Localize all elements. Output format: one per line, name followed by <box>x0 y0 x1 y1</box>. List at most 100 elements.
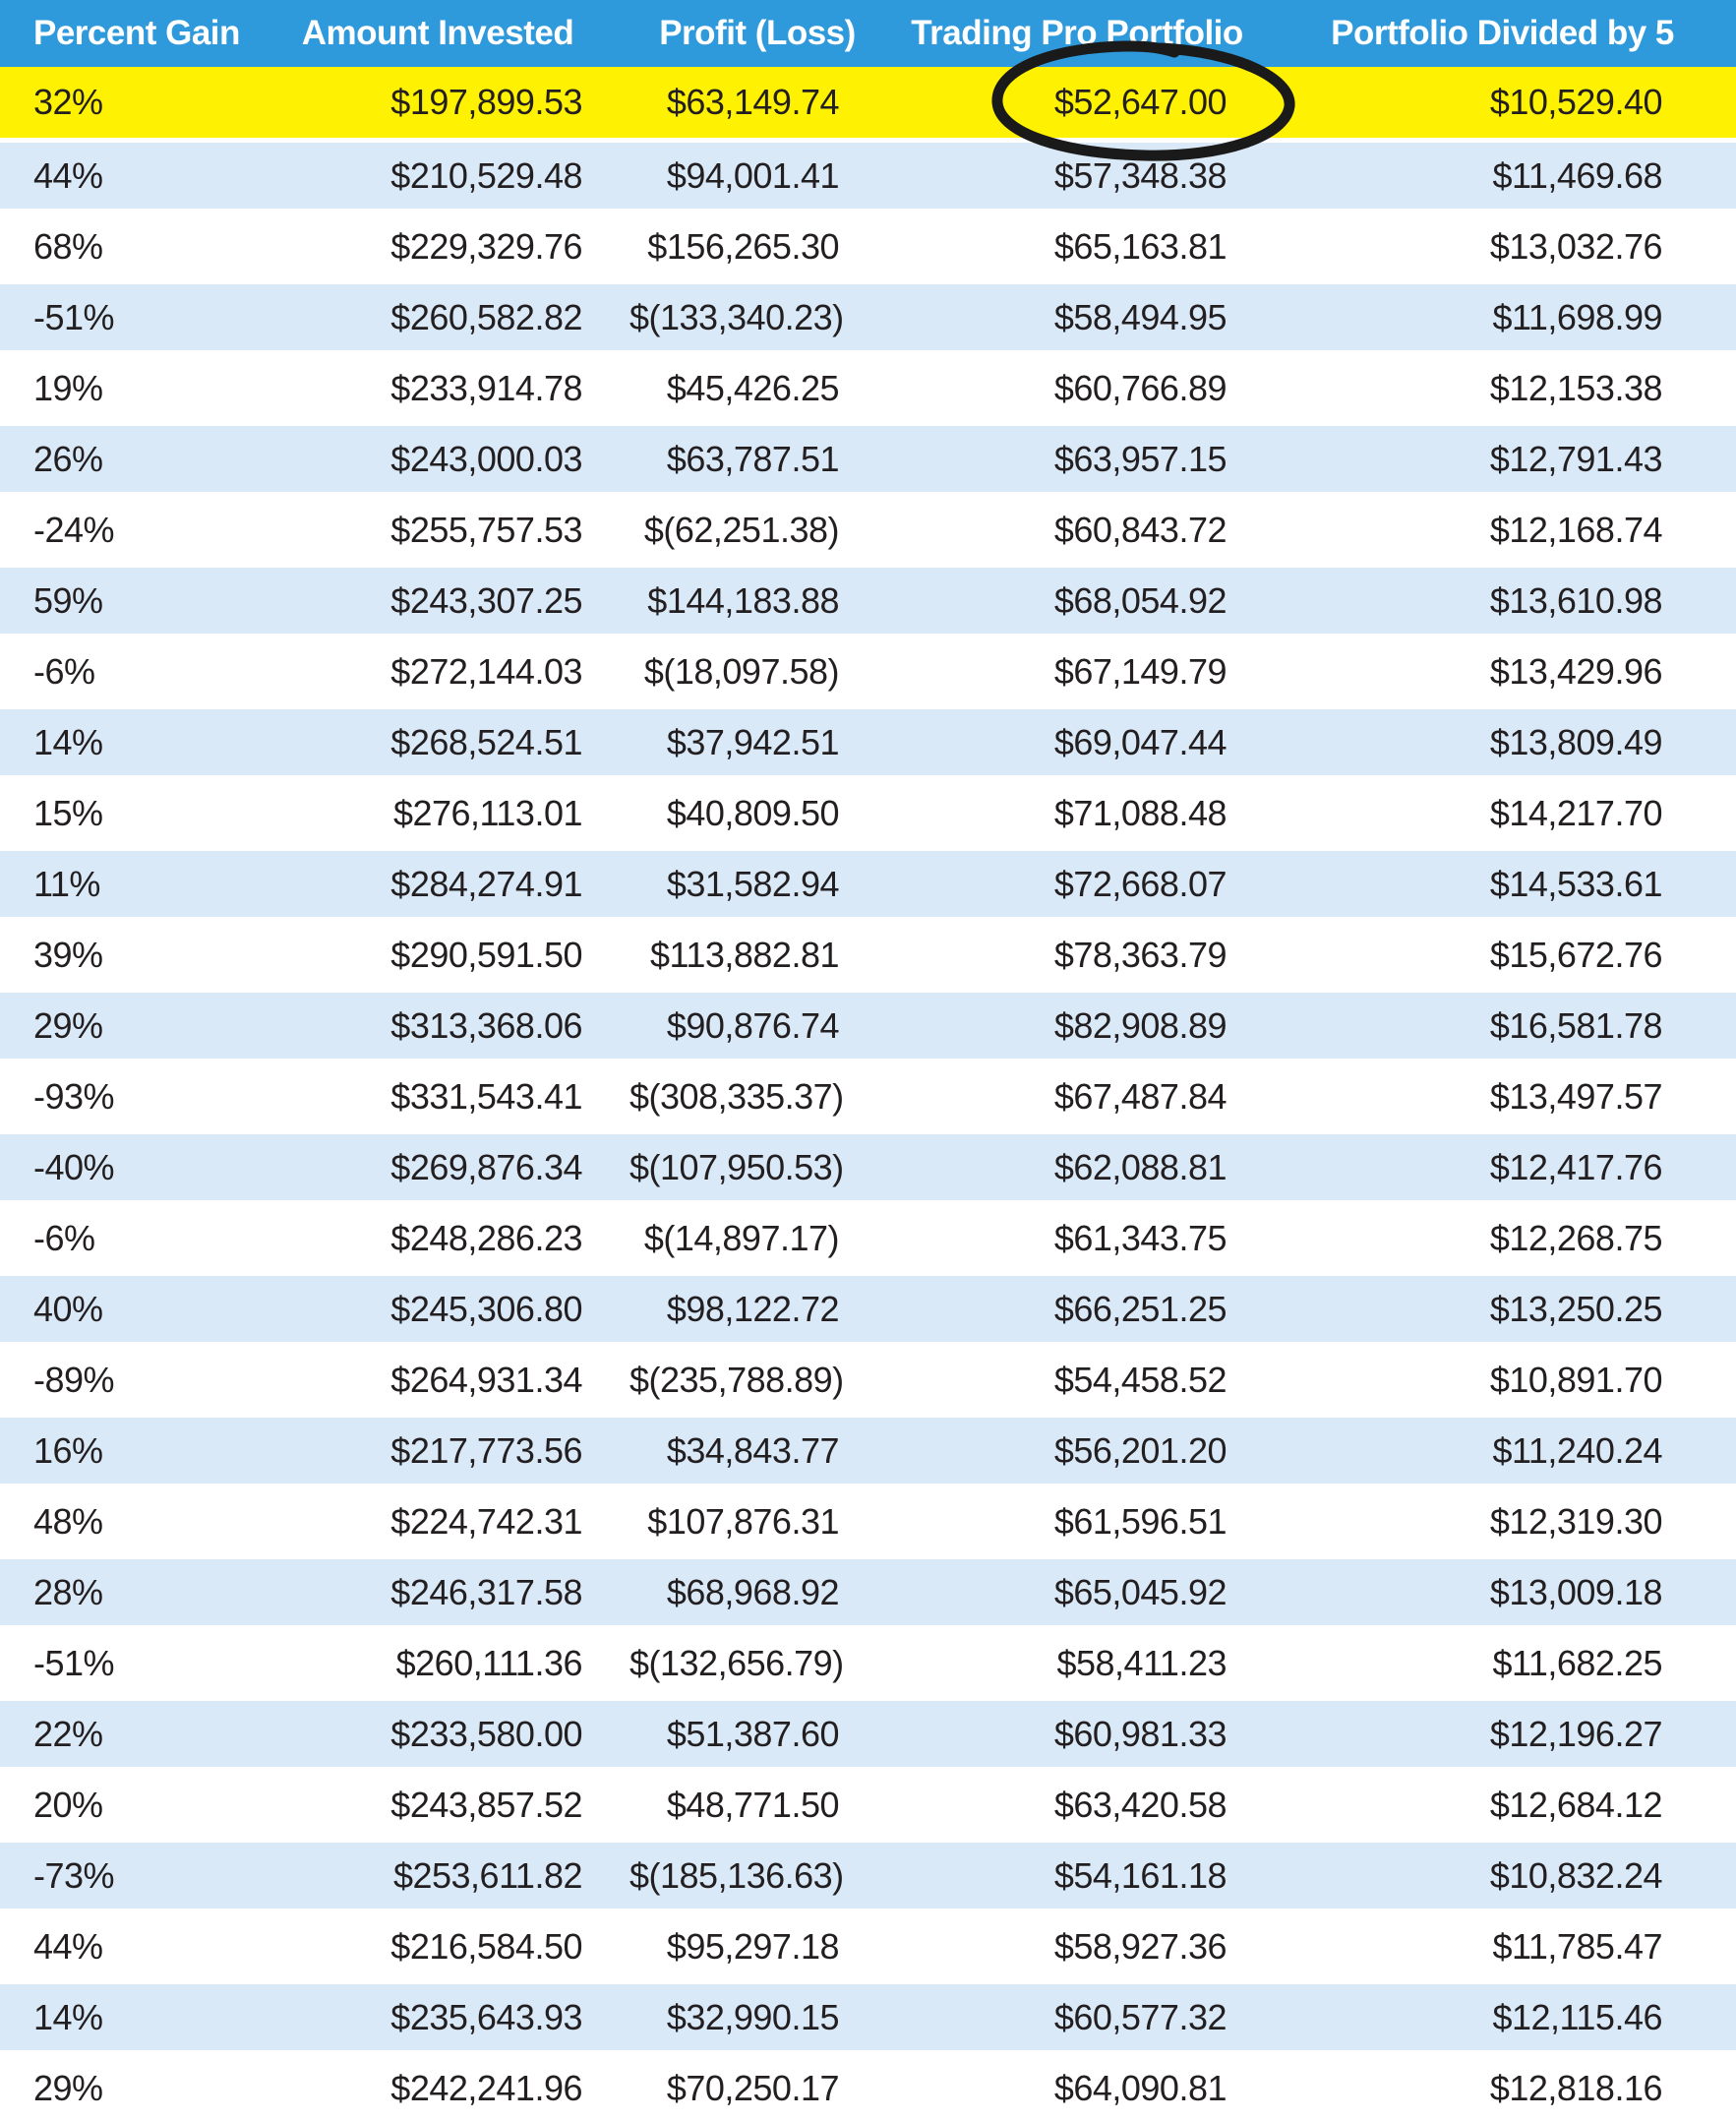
cell: $245,306.80 <box>246 1271 629 1342</box>
cell: $90,876.74 <box>629 988 885 1059</box>
cell: $54,458.52 <box>885 1342 1269 1413</box>
cell: $67,487.84 <box>885 1059 1269 1129</box>
cell: $13,497.57 <box>1269 1059 1736 1129</box>
cell: $63,149.74 <box>629 67 885 138</box>
cell: $56,201.20 <box>885 1413 1269 1484</box>
cell: $13,032.76 <box>1269 209 1736 279</box>
cell: $224,742.31 <box>246 1484 629 1554</box>
table-row: -51% $260,582.82 $(133,340.23) $58,494.95 $1… <box>0 279 1736 350</box>
cell: $11,240.24 <box>1269 1413 1736 1484</box>
cell: $(235,788.89) <box>629 1342 885 1413</box>
cell: $16,581.78 <box>1269 988 1736 1059</box>
cell: $98,122.72 <box>629 1271 885 1342</box>
cell: $12,168.74 <box>1269 492 1736 563</box>
cell: $(185,136.63) <box>629 1838 885 1909</box>
cell: $10,832.24 <box>1269 1838 1736 1909</box>
cell: $(107,950.53) <box>629 1129 885 1200</box>
table-row: -73% $253,611.82 $(185,136.63) $54,161.18 $1… <box>0 1838 1736 1909</box>
table-row: -6% $272,144.03 $(18,097.58) $67,149.79 $13,… <box>0 634 1736 704</box>
cell: $210,529.48 <box>246 138 629 209</box>
cell: $12,268.75 <box>1269 1200 1736 1271</box>
table-body: 32% $197,899.53 $63,149.74 $52,647.00 $10,52… <box>0 67 1736 2121</box>
cell: -6% <box>0 1200 246 1271</box>
cell: $67,149.79 <box>885 634 1269 704</box>
cell: 44% <box>0 1909 246 1979</box>
table-row: 40% $245,306.80 $98,122.72 $66,251.25 $13,25… <box>0 1271 1736 1342</box>
cell: $14,217.70 <box>1269 775 1736 846</box>
cell: $61,343.75 <box>885 1200 1269 1271</box>
cell: 20% <box>0 1767 246 1838</box>
cell: $63,420.58 <box>885 1767 1269 1838</box>
cell: -24% <box>0 492 246 563</box>
cell: $12,818.16 <box>1269 2050 1736 2121</box>
table-row: 19% $233,914.78 $45,426.25 $60,766.89 $12,15… <box>0 350 1736 421</box>
cell: $253,611.82 <box>246 1838 629 1909</box>
cell: $64,090.81 <box>885 2050 1269 2121</box>
column-header-profit-loss: Profit (Loss) <box>629 0 885 67</box>
cell: $70,250.17 <box>629 2050 885 2121</box>
cell: $12,196.27 <box>1269 1696 1736 1767</box>
cell: $(18,097.58) <box>629 634 885 704</box>
cell: 28% <box>0 1554 246 1625</box>
cell: $233,580.00 <box>246 1696 629 1767</box>
table-row: -93% $331,543.41 $(308,335.37) $67,487.84 $1… <box>0 1059 1736 1129</box>
cell: 14% <box>0 1979 246 2050</box>
cell: $144,183.88 <box>629 563 885 634</box>
table-row: 14% $235,643.93 $32,990.15 $60,577.32 $12,11… <box>0 1979 1736 2050</box>
cell: 40% <box>0 1271 246 1342</box>
cell: $62,088.81 <box>885 1129 1269 1200</box>
cell: $54,161.18 <box>885 1838 1269 1909</box>
cell: $107,876.31 <box>629 1484 885 1554</box>
cell: $13,250.25 <box>1269 1271 1736 1342</box>
table-row: 14% $268,524.51 $37,942.51 $69,047.44 $13,80… <box>0 704 1736 775</box>
cell: $82,908.89 <box>885 988 1269 1059</box>
cell: 48% <box>0 1484 246 1554</box>
cell: -93% <box>0 1059 246 1129</box>
cell: $197,899.53 <box>246 67 629 138</box>
table-row: 44% $210,529.48 $94,001.41 $57,348.38 $11,46… <box>0 138 1736 209</box>
table-row: 15% $276,113.01 $40,809.50 $71,088.48 $14,21… <box>0 775 1736 846</box>
cell: $284,274.91 <box>246 846 629 917</box>
cell: $243,000.03 <box>246 421 629 492</box>
cell: 26% <box>0 421 246 492</box>
cell: 29% <box>0 988 246 1059</box>
cell: $(308,335.37) <box>629 1059 885 1129</box>
table-row: 44% $216,584.50 $95,297.18 $58,927.36 $11,78… <box>0 1909 1736 1979</box>
table-row: -24% $255,757.53 $(62,251.38) $60,843.72 $12… <box>0 492 1736 563</box>
highlighted-row: 32% $197,899.53 $63,149.74 $52,647.00 $10,52… <box>0 67 1736 138</box>
cell: -51% <box>0 279 246 350</box>
cell: 11% <box>0 846 246 917</box>
cell: 22% <box>0 1696 246 1767</box>
cell: 32% <box>0 67 246 138</box>
table-row: -40% $269,876.34 $(107,950.53) $62,088.81 $1… <box>0 1129 1736 1200</box>
cell: $45,426.25 <box>629 350 885 421</box>
cell: $290,591.50 <box>246 917 629 988</box>
cell: $12,684.12 <box>1269 1767 1736 1838</box>
cell: $58,927.36 <box>885 1909 1269 1979</box>
cell: $78,363.79 <box>885 917 1269 988</box>
cell: $37,942.51 <box>629 704 885 775</box>
table-row: -6% $248,286.23 $(14,897.17) $61,343.75 $12,… <box>0 1200 1736 1271</box>
cell: $216,584.50 <box>246 1909 629 1979</box>
cell: $13,429.96 <box>1269 634 1736 704</box>
cell: $268,524.51 <box>246 704 629 775</box>
column-header-trading-pro-portfolio: Trading Pro Portfolio <box>885 0 1269 67</box>
cell: $272,144.03 <box>246 634 629 704</box>
cell: $243,857.52 <box>246 1767 629 1838</box>
table-row: 16% $217,773.56 $34,843.77 $56,201.20 $11,24… <box>0 1413 1736 1484</box>
cell: $269,876.34 <box>246 1129 629 1200</box>
cell: 29% <box>0 2050 246 2121</box>
cell: 68% <box>0 209 246 279</box>
table-row: 26% $243,000.03 $63,787.51 $63,957.15 $12,79… <box>0 421 1736 492</box>
cell: 16% <box>0 1413 246 1484</box>
cell: $60,981.33 <box>885 1696 1269 1767</box>
cell: $242,241.96 <box>246 2050 629 2121</box>
header-row: Percent Gain Amount Invested Profit (Los… <box>0 0 1736 67</box>
cell: 39% <box>0 917 246 988</box>
column-header-amount-invested: Amount Invested <box>246 0 629 67</box>
cell: $10,891.70 <box>1269 1342 1736 1413</box>
cell: $12,417.76 <box>1269 1129 1736 1200</box>
cell: $61,596.51 <box>885 1484 1269 1554</box>
cell: $260,582.82 <box>246 279 629 350</box>
